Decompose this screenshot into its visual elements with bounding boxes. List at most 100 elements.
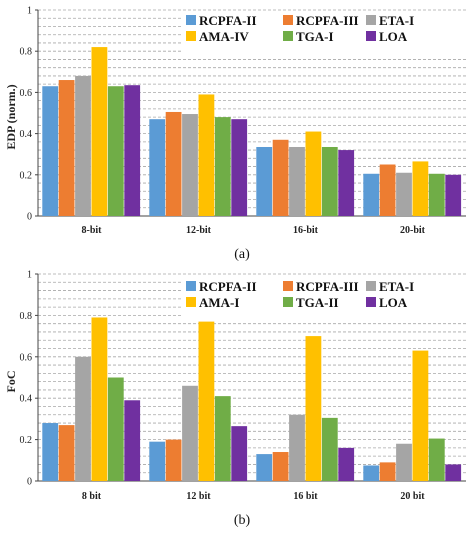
legend: RCPFA-II RCPFA-III ETA-I AMA-IV TGA-I LOA (182, 11, 468, 55)
legend-label: RCPFA-III (296, 279, 359, 294)
bar-loa-1 (231, 426, 248, 481)
bar-rcpfa-ii-0 (42, 86, 59, 216)
bar-rcpfa-iii-0 (58, 425, 75, 481)
x-category-label: 20-bit (400, 225, 426, 236)
bar-tga-i-0 (107, 86, 124, 216)
bar-tga-i-2 (321, 146, 338, 216)
y-tick-label: 0 (27, 477, 32, 488)
bar-rcpfa-iii-2 (272, 139, 289, 216)
x-category-label: 20 bit (400, 491, 425, 502)
bar-eta-i-1 (182, 114, 198, 216)
bar-loa-2 (338, 447, 355, 481)
y-tick-label: 0.4 (20, 394, 33, 405)
bar-ama-i-0 (91, 317, 108, 481)
bar-eta-i-1 (182, 385, 198, 481)
legend-label: TGA-II (296, 295, 339, 310)
bar-ama-i-1 (198, 321, 215, 481)
y-tick-label: 0.6 (20, 352, 33, 363)
y-axis-label: FoC (4, 371, 18, 393)
legend-label: ETA-I (379, 13, 414, 28)
bar-eta-i-2 (289, 146, 305, 216)
x-category-label: 16 bit (293, 491, 318, 502)
bar-loa-1 (231, 119, 248, 216)
legend-background (182, 11, 468, 55)
bar-rcpfa-ii-2 (256, 146, 273, 216)
legend-label: LOA (379, 295, 408, 310)
bar-ama-iv-2 (305, 131, 322, 216)
legend-swatch (283, 297, 293, 307)
bar-tga-ii-0 (107, 377, 124, 481)
bar-rcpfa-iii-3 (379, 462, 396, 481)
bar-loa-3 (445, 174, 462, 216)
x-category-label: 8 bit (82, 491, 102, 502)
y-tick-label: 0.2 (20, 435, 33, 446)
bar-rcpfa-ii-1 (149, 441, 166, 481)
y-tick-label: 0.6 (20, 88, 33, 99)
x-category-label: 8-bit (82, 225, 103, 236)
bar-rcpfa-iii-1 (165, 111, 182, 216)
bar-tga-ii-1 (214, 396, 231, 481)
bar-tga-ii-3 (428, 438, 445, 481)
legend-label: LOA (379, 29, 408, 44)
y-tick-label: 0.4 (20, 129, 33, 140)
bar-ama-iv-3 (412, 161, 429, 216)
legend: RCPFA-II RCPFA-III ETA-I AMA-I TGA-II LOA (182, 277, 468, 321)
bar-eta-i-0 (75, 356, 91, 481)
legend-label: ETA-I (379, 279, 414, 294)
bar-ama-iv-0 (91, 47, 108, 216)
y-tick-label: 1 (27, 6, 32, 17)
legend-label: RCPFA-II (199, 279, 257, 294)
legend-swatch (366, 281, 376, 291)
bar-eta-i-3 (396, 443, 412, 481)
y-axis-label: EDP (norm.) (4, 84, 18, 149)
bar-ama-iv-1 (198, 94, 215, 216)
bar-eta-i-0 (75, 75, 91, 216)
legend-swatch (366, 297, 376, 307)
bar-rcpfa-iii-0 (58, 80, 75, 216)
bar-ama-i-3 (412, 350, 429, 481)
bar-rcpfa-iii-2 (272, 452, 289, 481)
y-tick-label: 0.8 (20, 47, 33, 58)
bar-loa-3 (445, 464, 462, 481)
bar-eta-i-3 (396, 172, 412, 216)
bar-rcpfa-iii-1 (165, 439, 182, 481)
legend-label: RCPFA-II (199, 13, 257, 28)
legend-label: AMA-IV (199, 29, 249, 44)
legend-swatch (366, 31, 376, 41)
bar-eta-i-2 (289, 414, 305, 481)
bar-rcpfa-ii-2 (256, 454, 273, 481)
bar-loa-2 (338, 150, 355, 216)
bar-tga-i-3 (428, 173, 445, 216)
legend-swatch (186, 15, 196, 25)
legend-swatch (186, 281, 196, 291)
figure-caption: (b) (234, 513, 251, 528)
legend-label: RCPFA-III (296, 13, 359, 28)
figure-caption: (a) (234, 247, 250, 262)
bar-rcpfa-iii-3 (379, 164, 396, 216)
x-category-label: 16-bit (293, 225, 319, 236)
y-tick-label: 1 (27, 270, 32, 281)
y-tick-label: 0 (27, 212, 32, 223)
chart-panel-0: 0 0.2 0.4 0.6 0.8 1 EDP (norm.) 8-bit 12-bit 16-b… (4, 6, 468, 262)
legend-swatch (283, 31, 293, 41)
legend-label: AMA-I (199, 295, 239, 310)
x-category-label: 12 bit (186, 491, 211, 502)
bar-tga-i-1 (214, 117, 231, 216)
legend-swatch (186, 297, 196, 307)
bar-tga-ii-2 (321, 417, 338, 481)
bar-loa-0 (124, 85, 141, 216)
y-tick-label: 0.2 (20, 170, 33, 181)
bar-loa-0 (124, 400, 141, 481)
y-tick-label: 0.8 (20, 311, 33, 322)
legend-label: TGA-I (296, 29, 334, 44)
chart-panel-1: 0 0.2 0.4 0.6 0.8 1 FoC 8 bit 12 bit 16 bit 20 bit… (4, 270, 468, 528)
legend-swatch (186, 31, 196, 41)
x-category-label: 12-bit (186, 225, 212, 236)
bar-rcpfa-ii-1 (149, 119, 166, 216)
legend-background (182, 277, 468, 321)
legend-swatch (283, 15, 293, 25)
bar-rcpfa-ii-0 (42, 423, 59, 481)
bar-rcpfa-ii-3 (363, 173, 380, 216)
bar-ama-i-2 (305, 336, 322, 481)
